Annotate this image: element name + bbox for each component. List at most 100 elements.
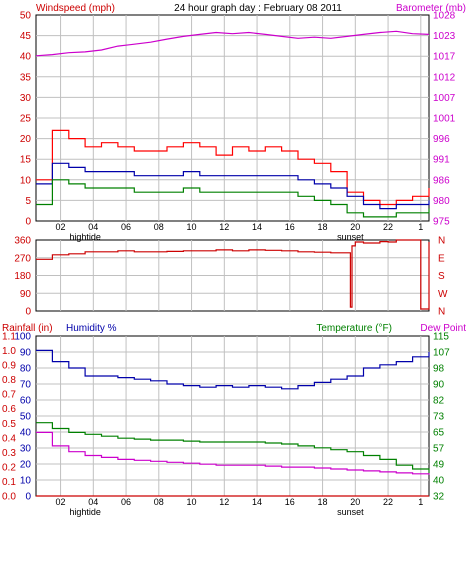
y-tick-label: 0	[25, 307, 31, 318]
x-tick-label: 04	[88, 497, 98, 507]
windspeed-axis-label: Windspeed (mph)	[36, 3, 115, 14]
x-tick-label: 10	[187, 497, 197, 507]
y-tick-label: W	[438, 289, 448, 300]
barometer-axis-label: Barometer (mb)	[396, 3, 466, 14]
rain-tick-label: 0.3	[2, 448, 16, 459]
windspeed-gust-line	[36, 129, 430, 206]
y-tick-label: 70	[20, 380, 32, 391]
y-tick-label: 100	[14, 332, 31, 343]
x-tick-label: 06	[121, 497, 131, 507]
x-tick-label: 16	[285, 497, 295, 507]
x-tick-label: 20	[350, 222, 360, 232]
y-tick-label: 80	[20, 364, 32, 375]
y-tick-label: 1023	[433, 31, 456, 42]
y-tick-label: 0	[25, 492, 31, 503]
y-tick-label: 107	[433, 348, 450, 359]
y-tick-label: 5	[25, 196, 31, 207]
windspeed-low-line	[36, 179, 430, 218]
temperature-line	[36, 422, 430, 473]
y-tick-label: 98	[433, 364, 445, 375]
rain-tick-label: 0.6	[2, 404, 16, 415]
y-tick-label: 49	[433, 460, 445, 471]
y-tick-label: 0	[25, 217, 31, 228]
x-tick-label: 06	[121, 222, 131, 232]
rain-tick-label: 0.7	[2, 390, 16, 401]
y-tick-label: 20	[20, 134, 32, 145]
x-tick-label: 18	[318, 497, 328, 507]
y-tick-label: 1001	[433, 114, 456, 125]
data-series	[35, 30, 430, 497]
y-tick-label: 60	[20, 396, 32, 407]
x-tick-label: 10	[187, 222, 197, 232]
y-tick-label: 40	[20, 52, 32, 63]
rain-tick-label: 1.1	[2, 332, 16, 343]
y-tick-label: 980	[433, 196, 450, 207]
y-tick-label: 10	[20, 476, 32, 487]
rain-tick-label: 0.2	[2, 462, 16, 473]
rain-tick-label: 0.1	[2, 477, 16, 488]
rain-tick-label: 0.5	[2, 419, 16, 430]
x-tick-label: 22	[383, 497, 393, 507]
x-tick-label: 04	[88, 222, 98, 232]
temperature-axis-label: Temperature (°F)	[316, 323, 392, 334]
y-tick-label: 32	[433, 492, 445, 503]
y-tick-label: N	[438, 307, 445, 318]
grid-lines	[36, 15, 429, 496]
x-tick-label: 18	[318, 222, 328, 232]
y-tick-label: 1007	[433, 93, 456, 104]
y-tick-label: 1028	[433, 11, 456, 22]
x-tick-label: 08	[154, 222, 164, 232]
y-tick-label: 10	[20, 175, 32, 186]
y-tick-label: 73	[433, 412, 445, 423]
x-tick-label: 1	[418, 222, 423, 232]
event-label: hightide	[69, 232, 101, 242]
y-tick-label: 35	[20, 72, 32, 83]
y-tick-label: 15	[20, 155, 32, 166]
x-tick-label: 22	[383, 222, 393, 232]
humidity-axis-label: Humidity %	[66, 323, 117, 334]
x-tick-label: 20	[350, 497, 360, 507]
y-tick-label: 25	[20, 114, 32, 125]
y-tick-label: 1012	[433, 72, 456, 83]
y-tick-label: 50	[20, 11, 32, 22]
y-tick-label: 986	[433, 175, 450, 186]
y-tick-label: 40	[20, 428, 32, 439]
x-tick-label: 02	[56, 497, 66, 507]
y-tick-label: 115	[433, 332, 449, 343]
y-tick-label: 360	[14, 236, 31, 247]
y-tick-label: 180	[14, 271, 31, 282]
y-tick-label: 975	[433, 217, 450, 228]
x-tick-label: 02	[56, 222, 66, 232]
rainfall-axis-label: Rainfall (in)	[2, 323, 53, 334]
x-tick-label: 12	[219, 222, 229, 232]
x-tick-label: 14	[252, 222, 262, 232]
humidity-line	[36, 349, 430, 390]
event-label: sunset	[337, 507, 364, 517]
chart-title: 24 hour graph day : February 08 2011	[174, 3, 342, 14]
y-tick-label: 20	[20, 460, 32, 471]
y-tick-label: 65	[433, 428, 445, 439]
y-tick-label: 40	[433, 476, 445, 487]
windspeed-avg-line	[36, 162, 430, 210]
rain-tick-label: 0.0	[2, 492, 16, 503]
x-tick-label: 16	[285, 222, 295, 232]
wind-direction-line	[36, 239, 430, 310]
rain-tick-label: 0.8	[2, 375, 16, 386]
x-tick-label: 12	[219, 497, 229, 507]
y-tick-label: 82	[433, 396, 445, 407]
y-tick-label: 270	[14, 253, 31, 264]
y-tick-label: N	[438, 236, 445, 247]
x-tick-label: 14	[252, 497, 262, 507]
y-tick-label: 1017	[433, 52, 456, 63]
y-tick-label: 90	[433, 380, 445, 391]
y-tick-label: S	[438, 271, 445, 282]
y-tick-label: 90	[20, 348, 32, 359]
y-tick-label: 30	[20, 444, 32, 455]
y-tick-label: 996	[433, 134, 450, 145]
y-tick-label: E	[438, 253, 445, 264]
event-label: hightide	[69, 507, 101, 517]
y-tick-label: 90	[20, 289, 32, 300]
